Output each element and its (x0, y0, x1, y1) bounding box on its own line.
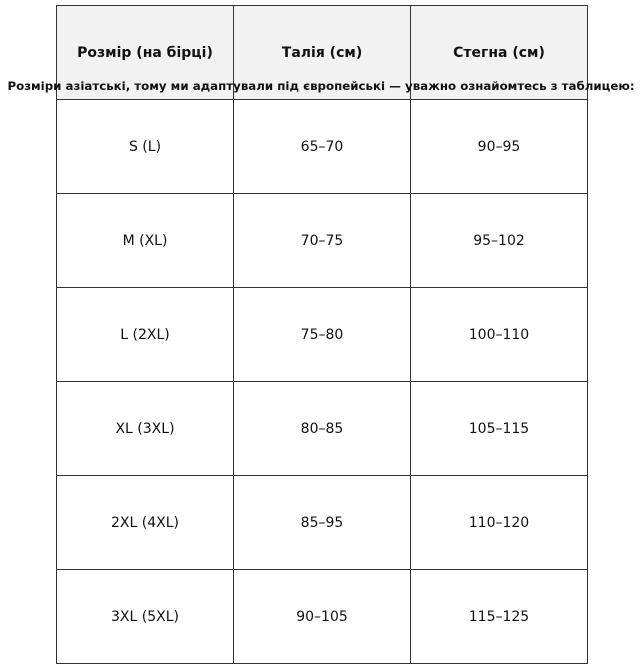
size-chart-table: Розмір (на бірці) Талія (см) Стегна (см)… (56, 5, 588, 664)
table-row: 2XL (4XL) 85–95 110–120 (56, 475, 588, 570)
table-row: S (L) 65–70 90–95 (56, 99, 588, 194)
cell-size: M (XL) (56, 193, 234, 288)
cell-hips: 110–120 (410, 475, 588, 570)
table-row: L (2XL) 75–80 100–110 (56, 287, 588, 382)
cell-hips: 100–110 (410, 287, 588, 382)
cell-waist: 90–105 (233, 569, 411, 664)
size-note-caption: Розміри азіатські, тому ми адаптували пі… (7, 79, 635, 93)
table-row: XL (3XL) 80–85 105–115 (56, 381, 588, 476)
header-hips: Стегна (см) (410, 5, 588, 100)
table-row: M (XL) 70–75 95–102 (56, 193, 588, 288)
cell-waist: 65–70 (233, 99, 411, 194)
cell-hips: 115–125 (410, 569, 588, 664)
cell-waist: 80–85 (233, 381, 411, 476)
header-size: Розмір (на бірці) (56, 5, 234, 100)
cell-waist: 85–95 (233, 475, 411, 570)
table-row: 3XL (5XL) 90–105 115–125 (56, 569, 588, 664)
cell-size: 3XL (5XL) (56, 569, 234, 664)
cell-hips: 105–115 (410, 381, 588, 476)
cell-size: 2XL (4XL) (56, 475, 234, 570)
cell-waist: 75–80 (233, 287, 411, 382)
cell-waist: 70–75 (233, 193, 411, 288)
cell-size: L (2XL) (56, 287, 234, 382)
table-header-row: Розмір (на бірці) Талія (см) Стегна (см) (56, 5, 588, 100)
cell-size: XL (3XL) (56, 381, 234, 476)
cell-hips: 90–95 (410, 99, 588, 194)
cell-size: S (L) (56, 99, 234, 194)
cell-hips: 95–102 (410, 193, 588, 288)
